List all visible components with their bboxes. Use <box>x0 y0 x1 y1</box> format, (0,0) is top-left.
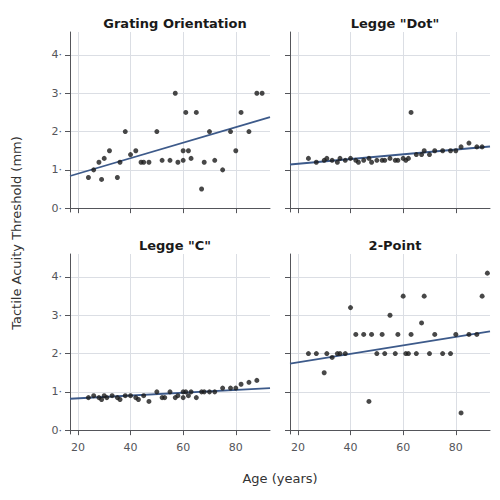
svg-text:80: 80 <box>449 441 463 454</box>
svg-text:4·: 4· <box>52 48 63 61</box>
svg-text:20: 20 <box>71 441 85 454</box>
svg-text:1·: 1· <box>52 163 63 176</box>
svg-text:40: 40 <box>124 441 138 454</box>
svg-text:Legge "Dot": Legge "Dot" <box>351 16 440 31</box>
svg-text:2-Point: 2-Point <box>369 238 422 253</box>
svg-text:3·: 3· <box>52 87 63 100</box>
svg-text:60: 60 <box>176 441 190 454</box>
svg-text:2·: 2· <box>52 347 63 360</box>
svg-text:80: 80 <box>229 441 243 454</box>
svg-text:Tactile Acuity Threshold (mm): Tactile Acuity Threshold (mm) <box>9 136 24 331</box>
svg-text:20: 20 <box>291 441 305 454</box>
svg-text:Age (years): Age (years) <box>242 471 317 486</box>
svg-text:3·: 3· <box>52 309 63 322</box>
svg-text:40: 40 <box>344 441 358 454</box>
svg-text:1·: 1· <box>52 385 63 398</box>
svg-text:2·: 2· <box>52 125 63 138</box>
svg-text:60: 60 <box>396 441 410 454</box>
svg-text:0·: 0· <box>52 424 63 437</box>
svg-text:4·: 4· <box>52 270 63 283</box>
svg-text:Grating Orientation: Grating Orientation <box>103 16 246 31</box>
svg-text:Legge "C": Legge "C" <box>139 238 211 253</box>
svg-text:0·: 0· <box>52 202 63 215</box>
